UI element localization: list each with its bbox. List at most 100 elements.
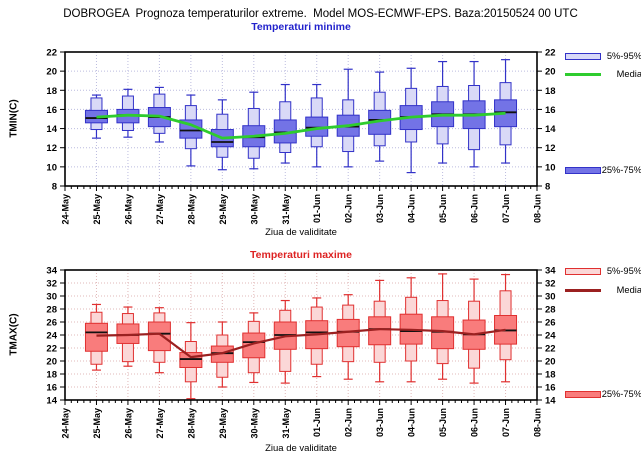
y-tick-label: 22 xyxy=(46,48,57,59)
y-tick-label-right: 26 xyxy=(545,318,556,329)
x-tick-label: 27-May xyxy=(155,408,165,439)
legend-label: Media xyxy=(616,285,641,295)
y-tick-label-right: 16 xyxy=(545,383,556,394)
axis-ticks xyxy=(60,269,542,405)
tmin-chart-title: Temperaturi minime xyxy=(251,21,351,33)
y-tick-label: 16 xyxy=(46,383,57,394)
box-dark-swatch-icon xyxy=(565,391,601,398)
y-tick-label-right: 10 xyxy=(545,162,556,173)
mean-line xyxy=(96,111,506,140)
y-tick-label-right: 14 xyxy=(545,396,556,407)
x-tick-label: 07-Jun xyxy=(501,194,511,223)
x-tick-label: 08-Jun xyxy=(533,408,543,437)
box-group-06-Jun xyxy=(462,278,486,384)
x-tick-label: 30-May xyxy=(249,408,259,439)
y-tick-label: 16 xyxy=(46,105,57,116)
tmax-plot: 14 14 16 16 18 18 20 20 22 22 24 24 26 26 28 28 30 30 32 32… xyxy=(46,266,556,439)
y-tick-label-right: 8 xyxy=(545,182,550,193)
tmin-x-axis-label: Ziua de validitate xyxy=(265,227,337,238)
x-tick-label: 28-May xyxy=(186,194,196,225)
legend-item-media: Media xyxy=(565,285,641,296)
page-title: DOBROGEA Prognoza temperaturilor extreme… xyxy=(63,8,578,20)
tmax-x-axis-label: Ziua de validitate xyxy=(265,443,337,454)
x-tick-label: 02-Jun xyxy=(344,408,354,437)
y-tick-label: 26 xyxy=(46,318,57,329)
x-tick-label: 25-May xyxy=(92,194,102,225)
x-tick-label: 07-Jun xyxy=(501,408,511,437)
y-tick-label-right: 20 xyxy=(545,67,556,78)
tmin-plot: 8 8 10 10 12 12 14 14 16 16 18 18 20 20 22 22 24-May 25-M… xyxy=(46,48,556,225)
tmax-chart-title: Temperaturi maxime xyxy=(250,249,352,261)
y-tick-label-right: 14 xyxy=(545,124,556,135)
x-tick-label: 04-Jun xyxy=(407,194,417,223)
legend-item-5-95: 5%-95% xyxy=(565,266,641,277)
mean-line xyxy=(96,328,506,359)
x-tick-label: 06-Jun xyxy=(470,194,480,223)
legend-label: 25%-75% xyxy=(601,165,641,175)
box-25-75 xyxy=(147,321,171,352)
y-tick-label: 32 xyxy=(46,279,57,290)
y-tick-label: 22 xyxy=(46,344,57,355)
box-group-01-Jun xyxy=(305,83,329,168)
axis-ticks xyxy=(60,51,542,191)
x-tick-label: 05-Jun xyxy=(438,194,448,223)
box-25-75 xyxy=(179,352,203,368)
box-group-26-May xyxy=(116,306,140,367)
legend-label: Media xyxy=(616,69,641,79)
box-light-swatch-icon xyxy=(565,53,601,60)
mean-line-swatch-icon xyxy=(565,73,601,76)
box-25-75 xyxy=(242,332,266,359)
x-tick-label: 28-May xyxy=(186,408,196,439)
x-tick-label: 06-Jun xyxy=(470,408,480,437)
box-group-05-Jun xyxy=(431,273,455,380)
legend-label: 25%-75% xyxy=(601,389,641,399)
legend-item-25-75: 25%-75% xyxy=(565,165,641,176)
y-tick-label: 10 xyxy=(46,162,57,173)
y-tick-label: 18 xyxy=(46,86,57,97)
box-group-25-May xyxy=(84,303,108,371)
plot-frame xyxy=(64,51,538,187)
mean-line-swatch-icon xyxy=(565,289,601,292)
x-tick-label: 05-Jun xyxy=(438,408,448,437)
y-tick-label: 12 xyxy=(46,143,57,154)
y-tick-label-right: 16 xyxy=(545,105,556,116)
x-tick-label: 03-Jun xyxy=(375,194,385,223)
x-tick-label: 26-May xyxy=(123,194,133,225)
y-tick-label: 20 xyxy=(46,357,57,368)
box-group-28-May xyxy=(179,94,203,167)
box-25-75 xyxy=(84,322,108,352)
y-tick-label-right: 32 xyxy=(545,279,556,290)
box-group-31-May xyxy=(273,83,297,164)
y-tick-label-right: 22 xyxy=(545,48,556,59)
x-tick-label: 26-May xyxy=(123,408,133,439)
y-tick-label: 20 xyxy=(46,67,57,78)
box-group-04-Jun xyxy=(399,67,423,174)
x-tick-label: 01-Jun xyxy=(312,408,322,437)
x-tick-label: 31-May xyxy=(281,194,291,225)
legend-item-25-75: 25%-75% xyxy=(565,389,641,400)
y-tick-label-right: 28 xyxy=(545,305,556,316)
y-tick-label: 28 xyxy=(46,305,57,316)
y-tick-label: 18 xyxy=(46,370,57,381)
x-tick-label: 25-May xyxy=(92,408,102,439)
y-tick-label-right: 24 xyxy=(545,331,556,342)
box-group-07-Jun xyxy=(494,273,518,383)
x-tick-label: 24-May xyxy=(61,408,71,439)
y-tick-label: 14 xyxy=(46,396,57,407)
box-group-02-Jun xyxy=(336,68,360,168)
x-tick-label: 02-Jun xyxy=(344,194,354,223)
box-group-26-May xyxy=(116,88,140,138)
box-light-swatch-icon xyxy=(565,268,601,275)
legend-item-5-95: 5%-95% xyxy=(565,51,641,62)
x-tick-label: 04-Jun xyxy=(407,408,417,437)
x-tick-label: 03-Jun xyxy=(375,408,385,437)
box-group-02-Jun xyxy=(336,294,360,380)
y-tick-label-right: 18 xyxy=(545,370,556,381)
y-tick-label-right: 22 xyxy=(545,344,556,355)
y-tick-label: 30 xyxy=(46,292,57,303)
legend-item-media: Media xyxy=(565,69,641,80)
y-tick-label: 24 xyxy=(46,331,57,342)
y-tick-label: 14 xyxy=(46,124,57,135)
